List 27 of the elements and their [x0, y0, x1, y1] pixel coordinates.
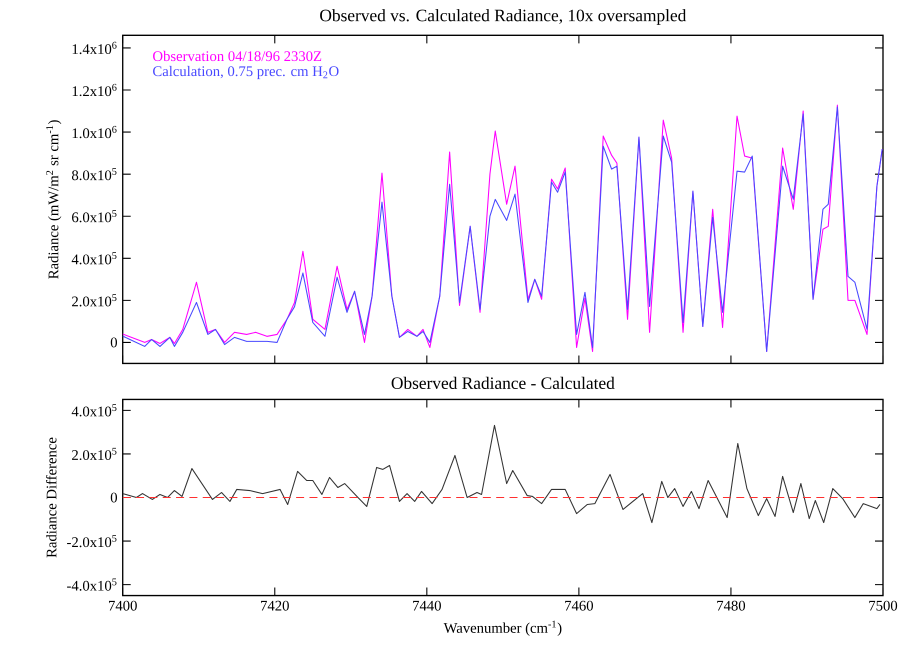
y-tick-label: 6.0x10$^{5}$: [72, 210, 116, 223]
y-tick-label: 1.4x10$^{6}$: [72, 42, 117, 54]
text: Calculation, 0.75 prec. cm H$_{2}$O: [153, 66, 339, 80]
x-tick-label: 7460: [565, 600, 593, 611]
x-tick-label: 7420: [261, 600, 289, 611]
y-tick-label: 8.0x10$^{5}$: [72, 168, 116, 180]
chart-title: Observed vs. Calculated Radiance, 10x oversampled: [320, 9, 686, 26]
chart-title: Observed Radiance - Calculated: [392, 377, 615, 390]
y-tick-label: 4.0x10$^{5}$: [72, 252, 116, 265]
y-axis-title: Radiance Difference: [46, 438, 56, 558]
y-tick-label: -2.0x10$^{5}$: [67, 535, 116, 548]
x-axis-title: Wavenumber (cm$^{-1}$): [444, 620, 562, 636]
text: Observation 04/18/96 2330Z: [153, 51, 322, 62]
x-tick-label: 7400: [109, 600, 137, 611]
y-tick-label: -4.0x10$^{5}$: [67, 578, 116, 591]
y-tick-label: 1.0x10$^{6}$: [72, 126, 117, 138]
x-tick-label: 7500: [869, 600, 898, 611]
y-tick-label: 4.0x10$^{5}$: [72, 404, 116, 417]
y-tick-label: 0: [110, 338, 117, 348]
y-tick-label: 0: [110, 492, 117, 503]
y-tick-label: 1.2x10$^{6}$: [72, 84, 117, 96]
x-tick-label: 7440: [413, 600, 441, 611]
y-axis-title: Radiance (mW/m$^{2}$ sr cm$^{-1}$): [46, 120, 62, 280]
line-series: [122, 425, 880, 524]
y-tick-label: 2.0x10$^{5}$: [72, 294, 116, 307]
y-tick-label: 2.0x10$^{5}$: [72, 448, 116, 460]
x-tick-label: 7480: [717, 600, 746, 611]
